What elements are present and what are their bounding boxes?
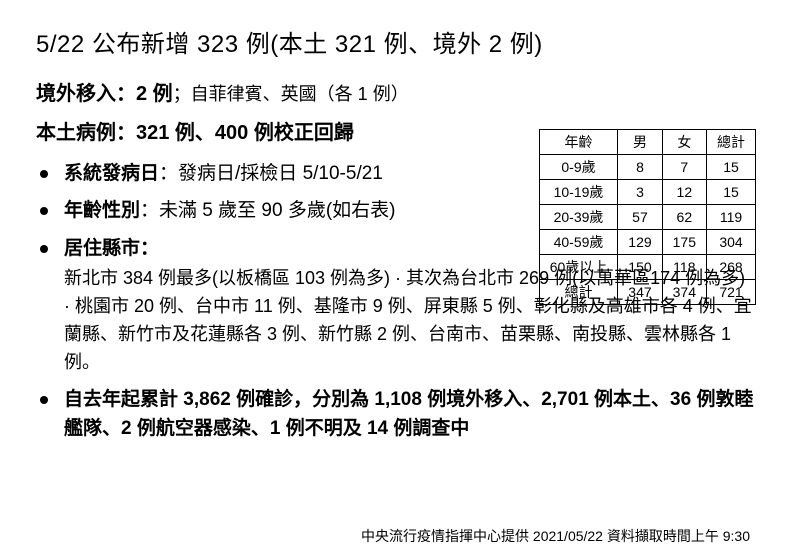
imported-note: ；自菲律賓、英國（各 1 例） [173,84,409,104]
onset-value: ：發病日/採檢日 5/10-5/21 [159,163,383,184]
col-total: 總計 [707,130,756,155]
col-male: 男 [618,130,662,155]
bullet-age: 年齡性別：未滿 5 歲至 90 多歲(如右表) [36,196,756,225]
bullet-onset: 系統發病日：發病日/採檢日 5/10-5/21 [36,159,756,188]
onset-label: 系統發病日 [64,163,159,184]
bullet-cumulative: 自去年起累計 3,862 例確診，分別為 1,108 例境外移入、2,701 例… [36,385,756,444]
imported-line: 境外移入：2 例；自菲律賓、英國（各 1 例） [36,77,756,106]
bullet-county: 居住縣市： 新北市 384 例最多(以板橋區 103 例為多) · 其次為台北市… [36,234,756,377]
imported-label: 境外移入：2 例 [36,83,173,105]
bullet-list: 系統發病日：發病日/採檢日 5/10-5/21 年齡性別：未滿 5 歲至 90 … [36,159,756,444]
footer-source: 中央流行疫情指揮中心提供 2021/05/22 資料擷取時間上午 9:30 [361,526,750,546]
age-value: ：未滿 5 歲至 90 多歲(如右表) [140,200,395,221]
col-female: 女 [662,130,706,155]
table-header-row: 年齡 男 女 總計 [539,130,755,155]
col-age: 年齡 [539,130,618,155]
page-title: 5/22 公布新增 323 例(本土 321 例、境外 2 例) [36,24,756,59]
age-label: 年齡性別 [64,200,140,221]
county-label: 居住縣市： [64,238,159,259]
local-label: 本土病例：321 例、400 例校正回歸 [36,122,354,144]
county-detail: 新北市 384 例最多(以板橋區 103 例為多) · 其次為台北市 269 例… [64,265,756,377]
